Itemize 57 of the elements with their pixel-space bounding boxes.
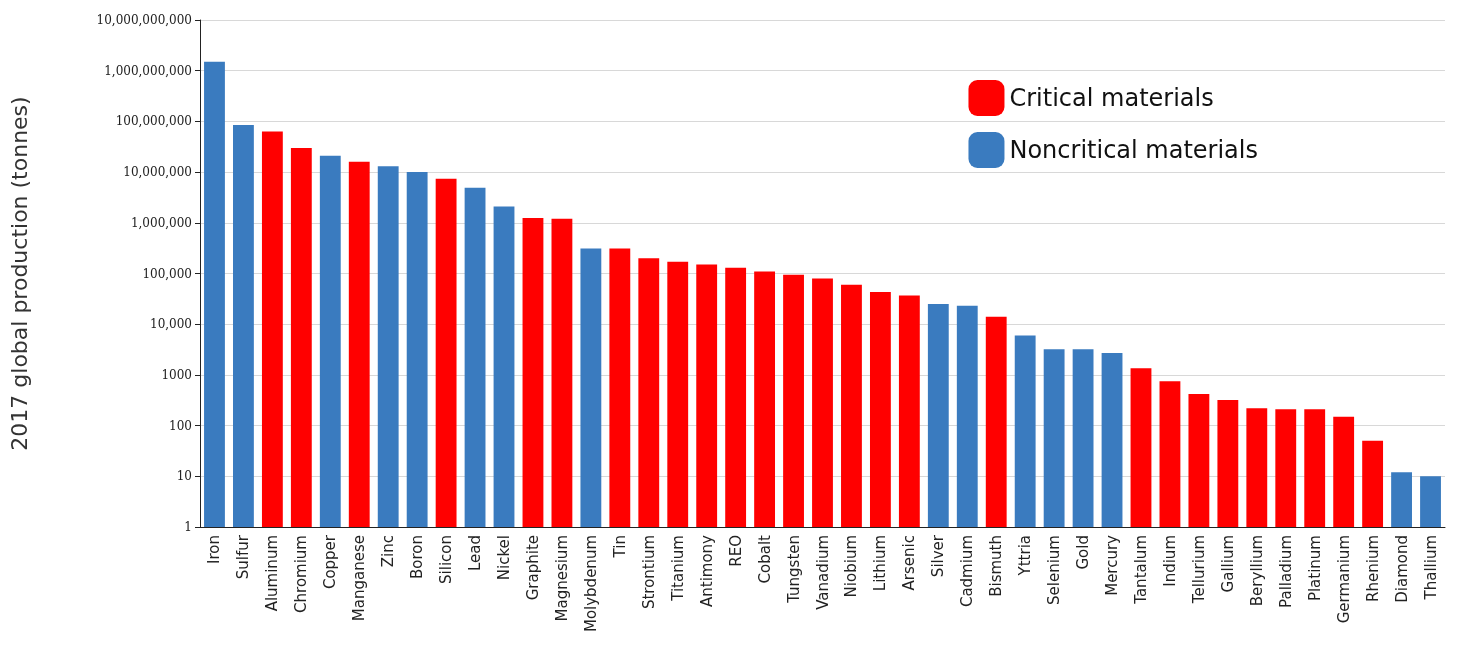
x-tick-label: Lithium — [871, 535, 890, 592]
x-tick-label: Arsenic — [900, 535, 919, 591]
x-tick-label: Lead — [466, 535, 485, 572]
x-tick-label: Palladium — [1276, 535, 1295, 608]
y-axis-title: 2017 global production (tonnes) — [6, 96, 32, 451]
x-tick-label: Selenium — [1045, 535, 1064, 605]
x-tick-label: Magnesium — [552, 535, 571, 622]
x-tick-label: Cadmium — [958, 535, 977, 608]
x-tick-label: Strontium — [639, 535, 658, 610]
x-tick-label: REO — [726, 535, 745, 567]
x-tick-label: Cobalt — [755, 534, 774, 584]
x-tick-label: Yttria — [1016, 535, 1035, 577]
x-tick-label: Tellurium — [1189, 535, 1208, 605]
y-tick-label: 100,000 — [142, 266, 192, 281]
x-tick-label: Copper — [321, 534, 340, 590]
x-tick-label: Chromium — [292, 535, 311, 613]
y-tick-label: 10,000,000,000 — [96, 13, 192, 27]
x-tick-label: Graphite — [523, 535, 542, 601]
x-tick-label: Titanium — [668, 535, 687, 602]
x-tick-label: Silicon — [437, 535, 456, 584]
y-tick-label: 1,000,000 — [130, 215, 192, 230]
x-tick-label: Platinum — [1305, 535, 1324, 602]
x-tick-label: Boron — [408, 535, 427, 579]
x-tick-label: Aluminum — [263, 535, 282, 612]
x-tick-label: Silver — [929, 534, 948, 578]
y-tick-label: 1000 — [161, 367, 192, 382]
x-tick-label: Antimony — [697, 534, 716, 607]
x-tick-label: Niobium — [842, 535, 861, 598]
y-tick-label: 100 — [169, 418, 192, 433]
legend-label: Noncritical materials — [1009, 136, 1258, 164]
x-tick-label: Gallium — [1218, 535, 1237, 593]
x-tick-label: Beryllium — [1247, 535, 1266, 607]
x-tick-label: Zinc — [379, 535, 398, 568]
x-tick-label: Gold — [1074, 535, 1093, 570]
x-tick-label: Mercury — [1103, 534, 1122, 596]
y-tick-label: 1 — [184, 520, 192, 534]
x-tick-label: Diamond — [1392, 535, 1411, 603]
legend-label: Critical materials — [1009, 84, 1214, 112]
y-tick-label: 1,000,000,000 — [104, 63, 192, 78]
x-tick-label: Molybdenum — [581, 535, 600, 633]
x-tick-label: Manganese — [350, 535, 369, 622]
x-tick-label: Vanadium — [813, 535, 832, 610]
y-tick-label: 10 — [176, 469, 192, 484]
x-tick-label: Bismuth — [987, 535, 1006, 597]
x-tick-label: Sulfur — [234, 534, 253, 580]
x-tick-label: Indium — [1160, 535, 1179, 587]
x-tick-label: Tantalum — [1131, 535, 1150, 605]
x-tick-label: Thallium — [1421, 535, 1440, 601]
x-tick-label: Tin — [610, 535, 629, 559]
x-tick-label: Nickel — [495, 535, 514, 581]
x-tick-label: Iron — [205, 535, 224, 564]
y-tick-label: 100,000,000 — [115, 114, 192, 129]
y-tick-label: 10,000,000 — [123, 165, 192, 180]
y-tick-label: 10,000 — [150, 317, 192, 332]
x-tick-label: Germanium — [1334, 535, 1353, 624]
x-tick-label: Tungsten — [784, 535, 803, 604]
x-tick-label: Rhenium — [1363, 535, 1382, 602]
